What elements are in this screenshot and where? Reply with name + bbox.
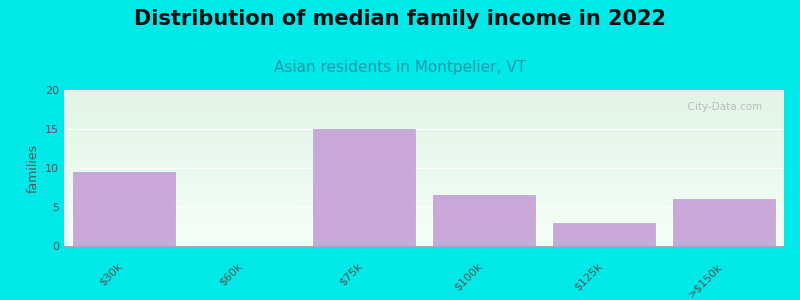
Text: $60k: $60k	[218, 261, 244, 287]
Bar	[73, 172, 175, 246]
Y-axis label: families: families	[26, 143, 39, 193]
Text: $100k: $100k	[453, 261, 484, 292]
Text: Asian residents in Montpelier, VT: Asian residents in Montpelier, VT	[274, 60, 526, 75]
Text: Distribution of median family income in 2022: Distribution of median family income in …	[134, 9, 666, 29]
Text: $30k: $30k	[98, 261, 124, 287]
Text: >$150k: >$150k	[686, 261, 724, 299]
Text: $125k: $125k	[573, 261, 604, 292]
Bar	[673, 199, 775, 246]
Bar	[313, 129, 415, 246]
Text: $75k: $75k	[338, 261, 364, 288]
Text: City-Data.com: City-Data.com	[681, 103, 762, 112]
Bar	[433, 195, 535, 246]
Bar	[553, 223, 655, 246]
